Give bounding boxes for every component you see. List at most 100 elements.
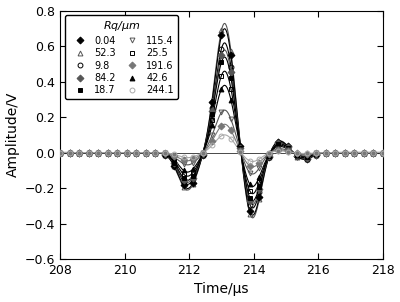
0.04 bbox=[153, 151, 158, 154]
52.3 bbox=[134, 151, 138, 154]
25.5 bbox=[371, 151, 376, 154]
42.6 bbox=[210, 124, 214, 127]
18.7 bbox=[314, 153, 319, 156]
9.8 bbox=[228, 65, 233, 68]
0.04 bbox=[172, 164, 176, 168]
42.6 bbox=[200, 152, 205, 156]
191.6 bbox=[380, 151, 385, 154]
84.2 bbox=[219, 54, 224, 57]
115.4 bbox=[77, 151, 82, 154]
9.8 bbox=[238, 145, 243, 149]
52.3 bbox=[285, 144, 290, 148]
42.6 bbox=[124, 151, 129, 154]
42.6 bbox=[153, 151, 158, 154]
115.4 bbox=[115, 151, 120, 154]
191.6 bbox=[105, 151, 110, 154]
0.04 bbox=[77, 151, 82, 154]
0.04 bbox=[134, 151, 138, 154]
0.04 bbox=[210, 101, 214, 104]
0.04 bbox=[58, 151, 63, 154]
52.3 bbox=[295, 155, 300, 158]
244.1 bbox=[134, 151, 138, 154]
18.7 bbox=[86, 151, 91, 154]
115.4 bbox=[238, 149, 243, 152]
0.04 bbox=[371, 151, 376, 154]
84.2 bbox=[228, 70, 233, 74]
42.6 bbox=[266, 153, 271, 157]
244.1 bbox=[371, 151, 376, 154]
42.6 bbox=[134, 151, 138, 154]
115.4 bbox=[380, 151, 385, 154]
52.3 bbox=[238, 144, 243, 148]
18.7 bbox=[58, 151, 63, 154]
9.8 bbox=[257, 190, 262, 194]
244.1 bbox=[153, 151, 158, 154]
42.6 bbox=[105, 151, 110, 154]
9.8 bbox=[266, 155, 271, 158]
18.7 bbox=[276, 142, 281, 146]
115.4 bbox=[276, 147, 281, 151]
52.3 bbox=[228, 50, 233, 53]
25.5 bbox=[295, 153, 300, 157]
18.7 bbox=[181, 176, 186, 180]
18.7 bbox=[134, 151, 138, 154]
0.04 bbox=[219, 34, 224, 37]
25.5 bbox=[304, 155, 309, 159]
25.5 bbox=[352, 151, 356, 154]
42.6 bbox=[77, 151, 82, 154]
25.5 bbox=[162, 152, 167, 156]
18.7 bbox=[352, 151, 356, 154]
25.5 bbox=[238, 147, 243, 150]
84.2 bbox=[105, 151, 110, 154]
191.6 bbox=[153, 151, 158, 154]
42.6 bbox=[257, 175, 262, 178]
115.4 bbox=[314, 152, 319, 155]
Y-axis label: Amplitude/V: Amplitude/V bbox=[6, 92, 20, 178]
9.8 bbox=[304, 156, 309, 160]
84.2 bbox=[77, 151, 82, 154]
191.6 bbox=[124, 151, 129, 154]
25.5 bbox=[380, 151, 385, 154]
52.3 bbox=[143, 151, 148, 154]
25.5 bbox=[153, 151, 158, 154]
191.6 bbox=[143, 151, 148, 154]
25.5 bbox=[77, 151, 82, 154]
18.7 bbox=[266, 154, 271, 158]
18.7 bbox=[228, 76, 233, 79]
9.8 bbox=[342, 151, 347, 154]
115.4 bbox=[68, 151, 72, 154]
115.4 bbox=[228, 117, 233, 121]
25.5 bbox=[124, 151, 129, 154]
42.6 bbox=[285, 147, 290, 151]
25.5 bbox=[200, 152, 205, 156]
18.7 bbox=[162, 152, 167, 156]
42.6 bbox=[58, 151, 63, 154]
25.5 bbox=[257, 180, 262, 184]
42.6 bbox=[342, 151, 347, 154]
191.6 bbox=[68, 151, 72, 154]
84.2 bbox=[371, 151, 376, 154]
115.4 bbox=[105, 151, 110, 154]
Line: 52.3: 52.3 bbox=[58, 28, 385, 216]
25.5 bbox=[285, 147, 290, 150]
0.04 bbox=[361, 151, 366, 154]
115.4 bbox=[191, 161, 196, 165]
115.4 bbox=[257, 166, 262, 169]
25.5 bbox=[314, 152, 319, 156]
25.5 bbox=[96, 151, 101, 154]
244.1 bbox=[380, 151, 385, 154]
52.3 bbox=[115, 151, 120, 154]
9.8 bbox=[295, 154, 300, 158]
84.2 bbox=[191, 176, 196, 179]
84.2 bbox=[143, 151, 148, 154]
52.3 bbox=[323, 151, 328, 155]
42.6 bbox=[352, 151, 356, 154]
115.4 bbox=[210, 133, 214, 137]
42.6 bbox=[323, 151, 328, 155]
18.7 bbox=[304, 156, 309, 159]
18.7 bbox=[210, 112, 214, 116]
9.8 bbox=[361, 151, 366, 154]
191.6 bbox=[257, 161, 262, 165]
0.04 bbox=[276, 140, 281, 143]
0.04 bbox=[295, 155, 300, 158]
